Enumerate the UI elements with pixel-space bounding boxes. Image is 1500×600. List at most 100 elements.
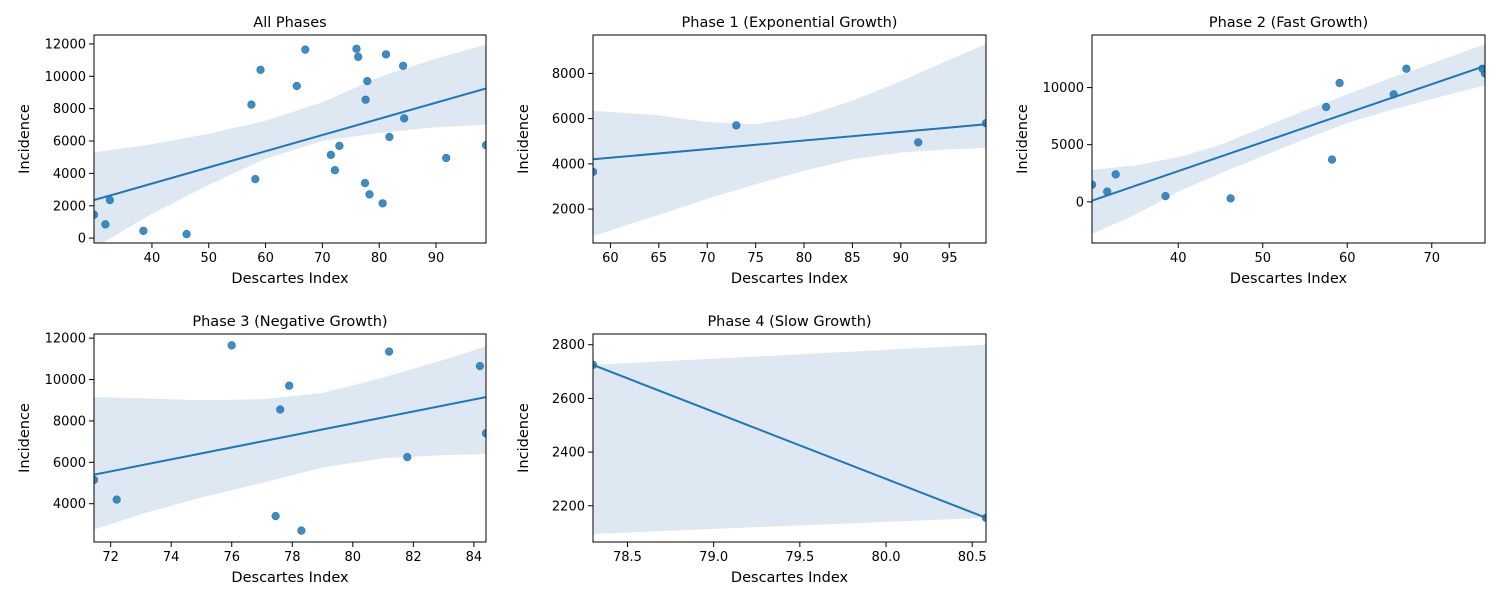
regression-line [1092, 64, 1485, 202]
x-tick-label: 60 [1339, 251, 1356, 266]
y-axis-label: Incidence [516, 104, 532, 174]
x-tick-label: 82 [405, 550, 422, 565]
y-tick-label: 2400 [552, 446, 585, 461]
data-point [475, 362, 485, 371]
data-point [326, 150, 336, 159]
x-tick-label: 80.5 [958, 550, 987, 565]
x-tick-label: 80 [345, 550, 362, 565]
y-tick-label: 4000 [53, 497, 86, 512]
axes-frame [1091, 34, 1486, 244]
data-point [297, 526, 306, 535]
x-axis-label: Descartes Index [731, 271, 849, 287]
data-point [403, 453, 412, 462]
confidence-band [94, 346, 486, 530]
plot-area [593, 344, 986, 534]
axes-frame [93, 34, 487, 244]
plot-area [1092, 44, 1485, 234]
subplot-phase-2: 40 50 60 70 0 5000 10000 Phase 2 (Fast Growth) D… [1015, 15, 1486, 287]
data-point [481, 141, 486, 150]
data-point [292, 81, 301, 91]
data-point [94, 475, 99, 484]
y-axis-label: Incidence [17, 104, 33, 174]
x-tick-label: 50 [1254, 251, 1271, 266]
data-point [105, 196, 114, 205]
y-tick-label: 2200 [552, 499, 585, 514]
data-point [360, 179, 370, 188]
data-point [1111, 170, 1120, 179]
x-tick-label: 65 [651, 251, 668, 266]
x-tick-label: 40 [1170, 251, 1187, 266]
data-point [1335, 78, 1344, 88]
y-tick-label: 6000 [53, 135, 86, 150]
plot-area [94, 44, 486, 243]
data-point [481, 429, 486, 438]
data-point [1092, 180, 1097, 189]
x-tick-label: 40 [144, 251, 161, 266]
data-point [365, 190, 374, 199]
y-axis-label: Incidence [17, 403, 33, 473]
axes-frame [592, 34, 987, 244]
y-tick-label: 0 [78, 232, 86, 247]
data-point [247, 100, 256, 109]
axes-frame [592, 333, 987, 543]
x-tick-label: 79.0 [699, 550, 728, 565]
y-tick-label: 10000 [45, 70, 86, 85]
x-tick-label: 80 [371, 251, 388, 266]
x-tick-label: 80.0 [872, 550, 901, 565]
x-tick-label: 79.5 [785, 550, 814, 565]
data-point [914, 138, 923, 147]
data-point [442, 153, 451, 163]
data-point [139, 226, 148, 235]
data-point [94, 210, 99, 219]
confidence-band [1092, 44, 1485, 234]
data-point [1161, 192, 1170, 201]
x-axis-label: Descartes Index [731, 570, 849, 586]
x-tick-label: 60 [257, 251, 274, 266]
y-tick-label: 10000 [45, 373, 86, 388]
data-point [251, 175, 260, 184]
subplot-phase-3: 72 74 76 78 80 82 84 4000 6000 8000 10000 12000 Phas… [17, 314, 487, 586]
data-point [182, 230, 191, 239]
regression-line [593, 123, 986, 161]
subplot-title: Phase 1 (Exponential Growth) [682, 15, 898, 31]
x-axis-label: Descartes Index [231, 570, 349, 586]
x-tick-label: 72 [102, 550, 119, 565]
subplot-all-phases: 40 50 60 70 80 90 0 2000 4000 6000 8000 10000 12000 A… [17, 15, 487, 287]
x-tick-label: 85 [844, 251, 861, 266]
y-tick-label: 2000 [53, 199, 86, 214]
x-axis-label: Descartes Index [1230, 271, 1348, 287]
x-tick-label: 60 [602, 251, 619, 266]
subplot-title: Phase 3 (Negative Growth) [192, 314, 387, 330]
axes-frame [93, 333, 487, 543]
data-point [361, 95, 370, 104]
x-tick-label: 50 [200, 251, 217, 266]
subplot-title: All Phases [253, 15, 326, 31]
subplot-phase-4: 78.5 79.0 79.5 80.0 80.5 2200 2400 2600 2800 Phas… [516, 314, 987, 586]
x-tick-label: 84 [466, 550, 483, 565]
x-tick-label: 76 [223, 550, 240, 565]
x-tick-label: 75 [747, 251, 764, 266]
data-point [354, 52, 363, 62]
data-point [301, 45, 310, 54]
data-point [1226, 194, 1235, 203]
data-point [271, 511, 280, 521]
x-tick-label: 90 [428, 251, 445, 266]
y-tick-label: 4000 [552, 157, 585, 172]
confidence-band [593, 344, 986, 534]
y-tick-label: 0 [1076, 195, 1084, 210]
x-tick-label: 90 [893, 251, 910, 266]
data-point [276, 405, 285, 414]
y-tick-label: 2000 [552, 203, 585, 218]
data-point [1402, 64, 1411, 73]
plot-area [94, 341, 486, 535]
x-tick-label: 70 [314, 251, 331, 266]
y-axis-label: Incidence [516, 403, 532, 473]
y-tick-label: 12000 [45, 37, 86, 52]
data-point [1321, 102, 1331, 112]
x-tick-label: 70 [699, 251, 716, 266]
subplot-phase-1: 60 65 70 75 80 85 90 95 2000 4000 6000 8000 Phase 1 … [516, 15, 987, 287]
data-point [400, 114, 409, 123]
data-point [335, 141, 344, 150]
data-point [112, 495, 121, 504]
